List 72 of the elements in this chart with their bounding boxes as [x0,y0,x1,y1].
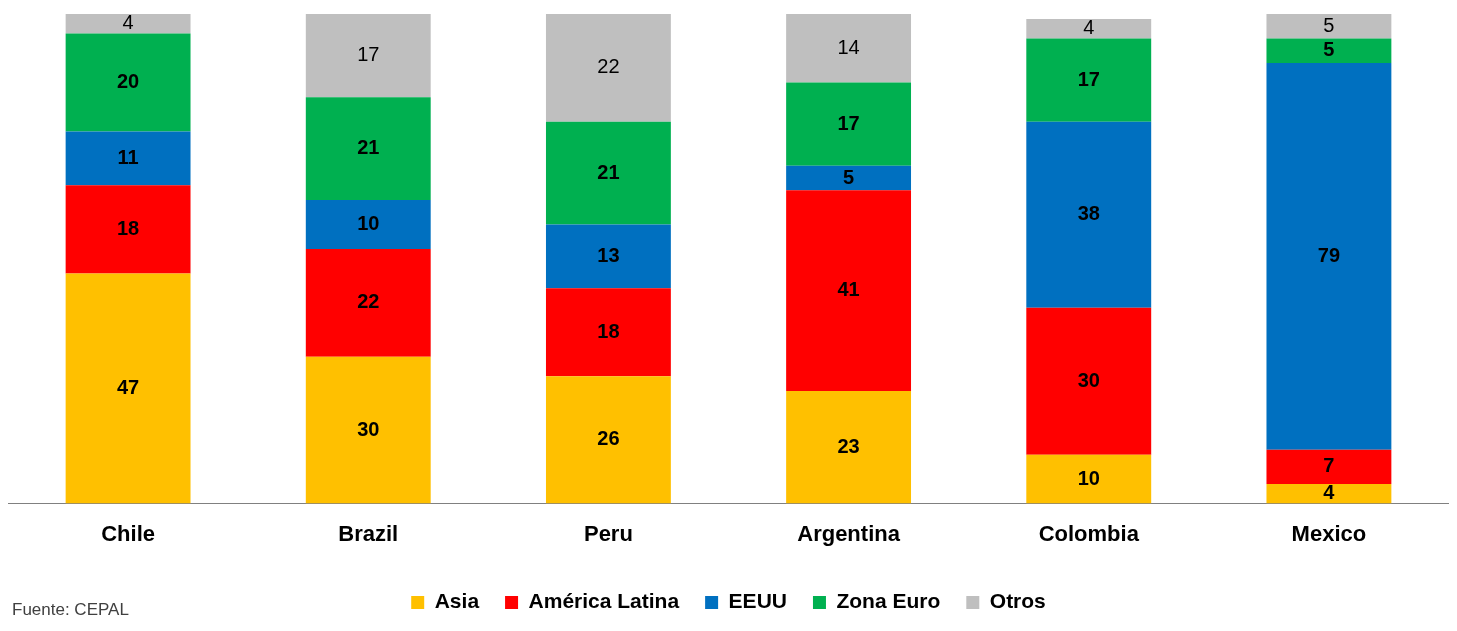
data-label: 41 [837,278,860,301]
data-label: 17 [357,43,380,66]
data-label: 14 [837,35,860,58]
bar [65,131,191,186]
data-label: 5 [1323,13,1335,36]
data-label: 13 [597,243,620,266]
data-label: 10 [1077,466,1100,489]
data-label: 79 [1317,243,1341,266]
data-label: 26 [597,427,620,450]
data-label: 22 [597,55,620,78]
bar [1026,307,1152,455]
bar [1266,449,1392,485]
x-tick-label: Mexico [1291,520,1367,546]
bar [1266,38,1392,63]
bar [1026,121,1152,308]
bar [786,190,912,391]
data-label: 47 [116,376,140,399]
x-tick-label: Colombia [1038,520,1140,546]
bar [1266,14,1392,39]
data-label: 18 [597,319,620,342]
bar [786,390,912,504]
bar [65,14,191,34]
legend-label: EEUU [728,589,787,613]
legend-label: América Latina [528,589,680,613]
bar [305,14,431,98]
legend-label: Zona Euro [836,589,941,613]
bar [545,224,671,289]
bar [1266,62,1392,450]
data-label: 4 [122,11,134,34]
data-label: 11 [117,145,139,168]
data-label: 20 [116,70,140,93]
bar [786,14,912,83]
bar [545,14,671,122]
bar [65,185,191,274]
bar [786,82,912,166]
x-tick-label: Chile [101,520,155,546]
bar [65,33,191,132]
bar [1266,484,1392,504]
bar [1026,18,1152,39]
data-label: 17 [837,111,860,134]
data-label: 5 [843,165,855,188]
bar [305,249,431,357]
data-label: 21 [597,160,620,183]
source-note: Fuente: CEPAL [12,600,129,620]
bar [305,200,431,250]
data-label: 18 [116,216,140,239]
data-label: 4 [1083,16,1095,39]
bar [305,97,431,201]
bar [545,288,671,377]
data-label: 17 [1077,67,1100,90]
bar [545,376,671,504]
legend-label: Otros [989,589,1046,613]
bar [305,356,431,504]
bar [1026,38,1152,122]
data-label: 30 [1077,368,1100,391]
data-label: 7 [1323,454,1335,477]
data-label: 23 [837,434,860,457]
bar [545,121,671,225]
legend-label: Asia [434,589,480,613]
x-tick-label: Argentina [797,520,901,546]
data-label: 30 [357,417,380,440]
x-tick-label: Peru [583,520,633,546]
bar [786,165,912,191]
bar [1026,454,1152,504]
data-label: 38 [1077,202,1100,225]
data-label: 10 [357,212,380,235]
data-label: 22 [357,290,380,313]
data-label: 4 [1323,481,1336,504]
bar [65,273,191,504]
data-label: 21 [357,136,380,159]
x-tick-label: Brazil [338,520,399,546]
data-label: 5 [1323,38,1335,61]
